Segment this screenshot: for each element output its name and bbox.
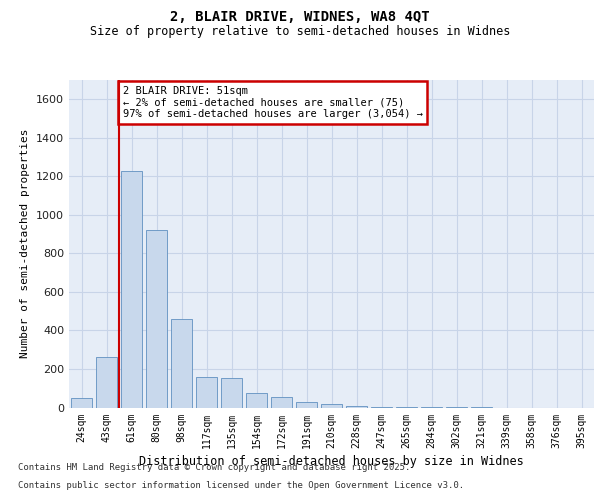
Text: 2, BLAIR DRIVE, WIDNES, WA8 4QT: 2, BLAIR DRIVE, WIDNES, WA8 4QT [170,10,430,24]
Bar [96,358,117,408]
Bar [171,319,192,408]
Bar [396,407,417,408]
Bar [246,393,267,407]
Bar [321,404,342,407]
Text: Size of property relative to semi-detached houses in Widnes: Size of property relative to semi-detach… [90,25,510,38]
Bar [221,378,242,408]
Bar [146,230,167,408]
Bar [71,398,92,407]
Text: 2 BLAIR DRIVE: 51sqm
← 2% of semi-detached houses are smaller (75)
97% of semi-d: 2 BLAIR DRIVE: 51sqm ← 2% of semi-detach… [123,86,423,119]
Text: Contains HM Land Registry data © Crown copyright and database right 2025.: Contains HM Land Registry data © Crown c… [18,464,410,472]
Y-axis label: Number of semi-detached properties: Number of semi-detached properties [20,129,31,358]
Bar [371,406,392,408]
Bar [196,376,217,408]
Bar [271,397,292,407]
Bar [296,402,317,407]
Bar [346,406,367,407]
Text: Contains public sector information licensed under the Open Government Licence v3: Contains public sector information licen… [18,481,464,490]
X-axis label: Distribution of semi-detached houses by size in Widnes: Distribution of semi-detached houses by … [139,454,524,468]
Bar [121,170,142,408]
